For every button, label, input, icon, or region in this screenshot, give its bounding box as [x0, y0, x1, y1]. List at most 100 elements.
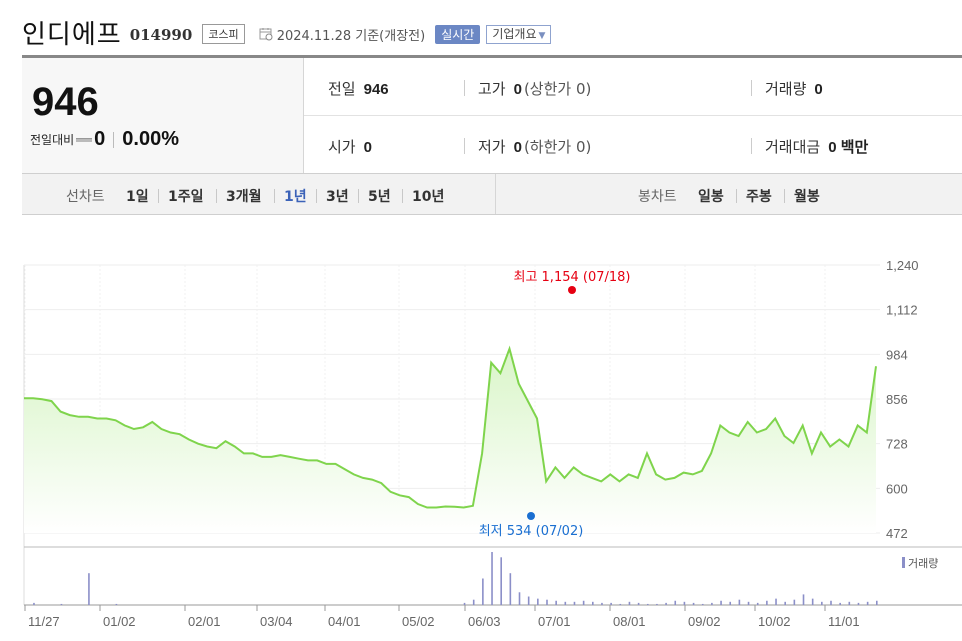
low-price: 저가 0 (하한가 0): [478, 136, 591, 157]
cell-divider: [751, 138, 752, 154]
volume-bar: [738, 599, 741, 605]
period-1w[interactable]: 1주일: [168, 189, 204, 205]
trade-value-amount: 0 백만: [828, 139, 869, 156]
volume-bar: [711, 602, 713, 605]
volume-bar: [637, 602, 640, 605]
trade-value-label: 거래대금: [765, 138, 821, 156]
company-overview-label: 기업개요: [492, 26, 537, 41]
candle-monthly[interactable]: 월봉: [794, 189, 820, 205]
current-price: 946: [32, 80, 99, 124]
volume-label: 거래량: [765, 80, 807, 98]
volume-bar: [472, 599, 475, 605]
volume-bar: [857, 602, 860, 605]
volume-bar: [628, 601, 631, 605]
high-price: 고가 0 (상한가 0): [478, 78, 591, 99]
min-marker: [527, 512, 535, 520]
y-tick-label: 984: [886, 347, 908, 362]
volume-bar: [509, 573, 512, 605]
volume-bar: [463, 602, 466, 605]
stock-code: 014990: [129, 26, 193, 44]
low-value: 0: [513, 139, 522, 156]
cell-divider: [464, 138, 465, 154]
volume-bar: [500, 557, 502, 605]
volume-bar: [537, 598, 539, 605]
period-5y[interactable]: 5년: [368, 189, 391, 205]
candle-daily[interactable]: 일봉: [698, 189, 724, 205]
period-10y[interactable]: 10년: [412, 189, 445, 205]
volume-bar: [784, 601, 786, 605]
min-annotation: 최저 534 (07/02): [479, 524, 584, 539]
volume-bar: [756, 602, 759, 605]
x-tick-label: 03/04: [260, 614, 293, 629]
volume-bar: [692, 602, 695, 605]
x-tick-label: 09/02: [688, 614, 721, 629]
volume-bar: [482, 578, 484, 605]
volume-bar: [802, 594, 805, 605]
change-divider: [113, 131, 115, 148]
period-divider: [274, 189, 275, 203]
candle-weekly[interactable]: 주봉: [746, 189, 772, 205]
volume-legend-label: 거래량: [908, 557, 938, 570]
volume-bar: [115, 603, 118, 605]
open-value: 0: [363, 139, 372, 156]
volume-bar: [766, 600, 768, 605]
volume-bar: [793, 599, 796, 605]
volume-bar: [646, 603, 649, 605]
header-divider: [22, 55, 962, 58]
volume-bar: [729, 601, 732, 605]
volume-bar: [619, 603, 622, 605]
period-divider: [784, 189, 785, 203]
candle-chart-label: 봉차트: [638, 189, 677, 205]
period-divider: [316, 189, 317, 203]
realtime-button[interactable]: 실시간: [435, 24, 481, 44]
y-tick-label: 600: [886, 481, 908, 496]
volume-value: 0: [814, 81, 823, 98]
volume-bar: [573, 601, 576, 605]
volume-bar: [610, 602, 612, 605]
volume-bar: [747, 601, 750, 605]
low-label: 저가: [478, 138, 506, 156]
date-info: 2024.11.28 기준(개장전): [276, 28, 426, 44]
volume-bar: [33, 602, 35, 605]
prev-close: 전일 946: [328, 78, 389, 99]
volume-bar: [830, 600, 832, 605]
max-annotation: 최고 1,154 (07/18): [513, 270, 630, 285]
market-badge: 코스피: [202, 24, 245, 44]
lower-limit: (하한가 0): [523, 138, 592, 156]
x-tick-label: 11/27: [28, 614, 60, 629]
volume-bar: [821, 601, 823, 605]
volume-bar: [811, 598, 814, 605]
flat-change-icon: [76, 137, 93, 142]
price-area: [24, 348, 876, 533]
period-3y[interactable]: 3년: [326, 189, 349, 205]
y-tick-label: 472: [886, 526, 908, 541]
period-divider: [736, 189, 737, 203]
stock-header: 인디에프 014990 코스피 2024.11.28 기준(개장전) 실시간 기…: [22, 14, 552, 50]
open-price: 시가 0: [328, 136, 372, 157]
volume-bar: [701, 603, 704, 605]
period-3m[interactable]: 3개월: [226, 189, 262, 205]
trade-value: 거래대금 0 백만: [765, 136, 868, 157]
period-1y[interactable]: 1년: [284, 189, 307, 205]
x-tick-label: 06/03: [468, 614, 501, 629]
max-marker: [568, 286, 576, 294]
period-divider: [358, 189, 359, 203]
high-label: 고가: [478, 80, 506, 98]
price-info-table: 전일 946 고가 0 (상한가 0) 거래량 0 시가 0 저가 0 (하한가 0) 거래대…: [304, 58, 962, 173]
cell-divider: [751, 80, 752, 96]
cell-divider: [464, 80, 465, 96]
bar-divider: [495, 174, 496, 214]
period-1d[interactable]: 1일: [126, 189, 149, 205]
company-overview-dropdown[interactable]: 기업개요 ▼: [486, 24, 552, 44]
volume-bar: [848, 601, 851, 605]
volume-bar: [656, 603, 658, 605]
volume-bar: [564, 601, 567, 605]
open-label: 시가: [328, 138, 356, 156]
volume-bar: [582, 600, 585, 605]
x-tick-label: 02/01: [188, 614, 221, 629]
price-chart-svg: 1,240 1,112 984 856 728 600 472 11/27 01/02 02/01…: [23, 258, 962, 629]
volume-bar: [674, 600, 677, 605]
x-tick-label: 10/02: [758, 614, 791, 629]
chart-period-bar: 선차트 1일 1주일 3개월 1년 3년 5년 10년 봉차트 일봉 주봉 월봉: [22, 173, 962, 215]
volume-bar: [518, 592, 521, 605]
